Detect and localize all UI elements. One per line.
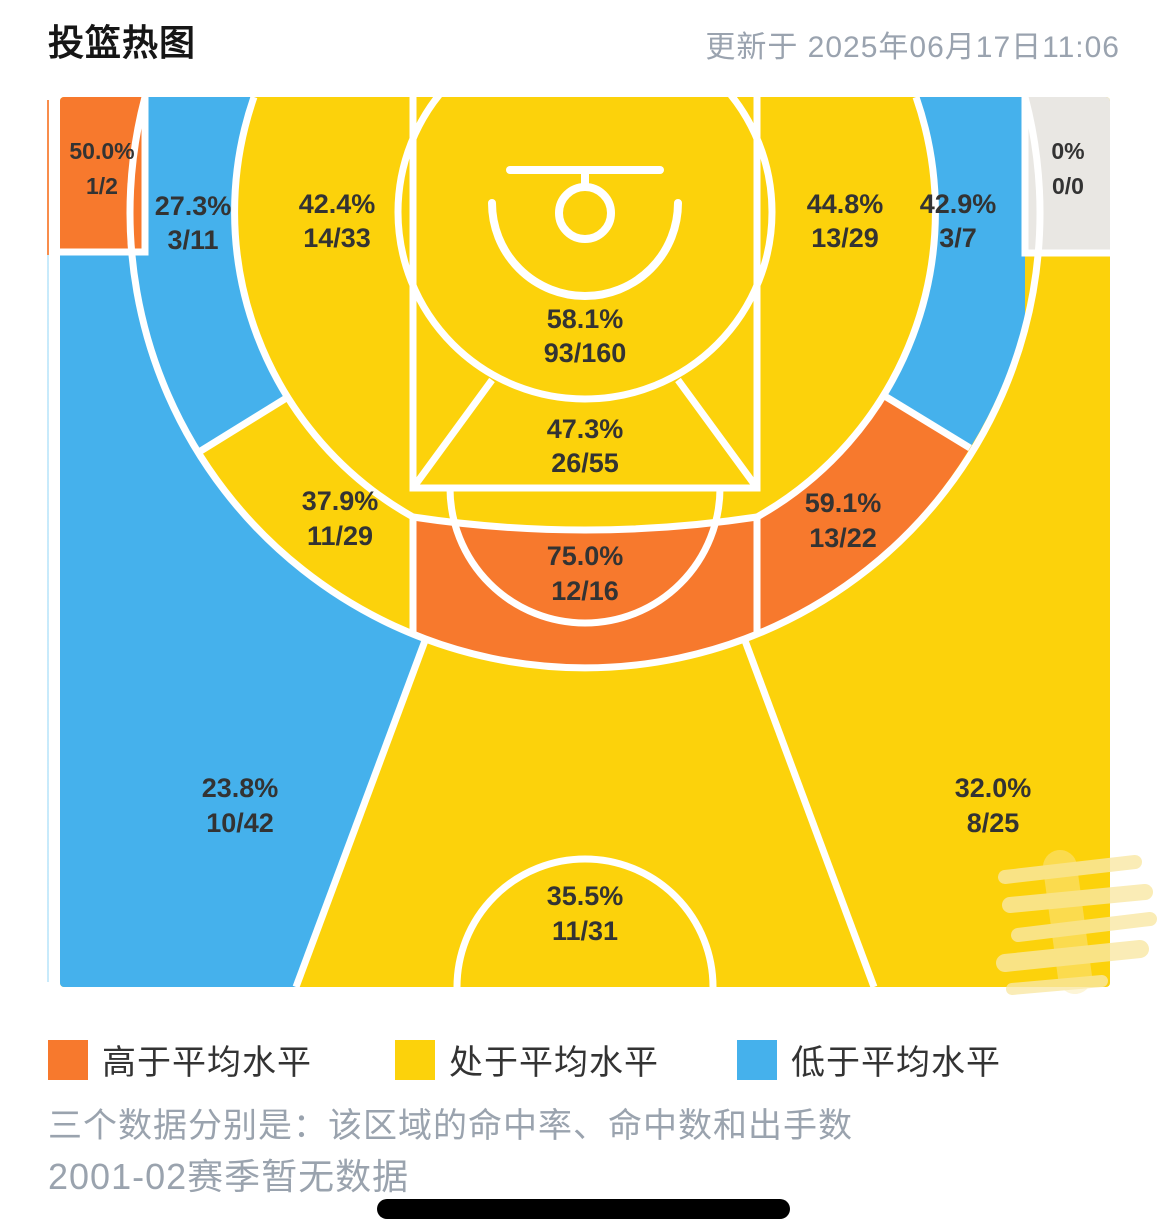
zone-label: 10/42 <box>206 808 274 838</box>
scribble-artifact <box>996 850 1157 995</box>
three-point-zone-arc <box>126 97 1044 672</box>
legend-swatch-above <box>48 1039 88 1080</box>
zone-label: 42.4% <box>299 189 376 219</box>
zone-label: 13/22 <box>809 523 877 553</box>
paint-outline <box>409 97 761 492</box>
zone-label: 11/31 <box>552 916 618 946</box>
zone-label: 93/160 <box>544 338 627 368</box>
basket-arc <box>488 199 682 300</box>
paint-fan-line-right <box>675 377 760 491</box>
zone-labels: 50.0% 1/2 27.3% 3/11 42.4% 14/33 58.1% 9… <box>69 138 1084 946</box>
mid-ring-arc-right <box>755 97 939 521</box>
divider-left-wing-topkey <box>292 636 430 987</box>
legend-label-below: 低于平均水平 <box>791 1044 1001 1082</box>
restricted-area-circle-line <box>394 97 776 403</box>
zone-label: 8/25 <box>967 808 1020 838</box>
basket-icon <box>488 166 682 300</box>
zone-label: 1/2 <box>86 173 118 199</box>
zone-label: 37.9% <box>302 486 379 516</box>
home-indicator-bar <box>377 1199 790 1219</box>
zone-left-baseline-midrange <box>130 97 288 452</box>
zone-label: 23.8% <box>202 773 279 803</box>
legend-label-average: 处于平均水平 <box>449 1044 659 1082</box>
zone-label: 59.1% <box>805 488 882 518</box>
updated-timestamp: 更新于 2025年06月17日11:06 <box>705 31 1120 64</box>
zone-label: 0% <box>1051 138 1084 164</box>
court-lines <box>60 97 1110 987</box>
mid-ring-arc-center <box>412 513 758 534</box>
zone-right-baseline-midrange <box>883 97 1039 448</box>
legend-item-above: 高于平均水平 <box>48 1035 312 1084</box>
zone-label: 32.0% <box>955 773 1032 803</box>
zone-right-elbow-midrange <box>757 395 970 633</box>
free-throw-semicircle <box>446 487 724 627</box>
page-title: 投篮热图 <box>48 22 197 63</box>
divider-right-baseline-elbow <box>881 392 972 451</box>
zone-label: 35.5% <box>547 881 624 911</box>
zone-label: 3/11 <box>167 225 218 255</box>
legend-label-above: 高于平均水平 <box>102 1044 312 1082</box>
right-corner-outline <box>1021 97 1110 257</box>
left-corner-outline <box>60 97 149 256</box>
zone-label: 14/33 <box>303 223 371 253</box>
zone-label: 13/29 <box>811 223 879 253</box>
divider-left-baseline-elbow <box>197 394 290 455</box>
season-no-data-note: 2001-02赛季暂无数据 <box>48 1156 410 1197</box>
zone-label: 26/55 <box>551 448 619 478</box>
zone-label: 11/29 <box>307 521 373 551</box>
zone-label: 58.1% <box>547 304 624 334</box>
center-circle-line <box>453 855 717 987</box>
zone-label: 27.3% <box>155 191 232 221</box>
zone-label: 75.0% <box>547 541 624 571</box>
zone-label: 12/16 <box>551 576 619 606</box>
mid-ring-arc-left <box>231 97 415 521</box>
zone-label: 47.3% <box>547 414 624 444</box>
zone-left-wing-3 <box>60 97 426 987</box>
zone-label: 0/0 <box>1052 173 1084 199</box>
legend-item-average: 处于平均水平 <box>395 1035 659 1084</box>
zone-label: 42.9% <box>920 189 997 219</box>
zone-label: 50.0% <box>69 138 134 164</box>
legend-swatch-below <box>737 1039 777 1080</box>
zone-free-throw-midrange <box>413 517 757 667</box>
zone-label: 3/7 <box>939 223 977 253</box>
legend-item-below: 低于平均水平 <box>737 1035 1001 1084</box>
court-left-edge-sliver <box>47 100 49 982</box>
data-explanation-note: 三个数据分别是：该区域的命中率、命中数和出手数 <box>48 1107 853 1145</box>
paint-fan-line-left <box>410 377 495 491</box>
rim-circle <box>555 183 615 243</box>
legend-swatch-average <box>395 1039 435 1080</box>
zone-label: 44.8% <box>807 189 884 219</box>
divider-right-wing-topkey <box>740 636 878 987</box>
shot-chart-court: 50.0% 1/2 27.3% 3/11 42.4% 14/33 58.1% 9… <box>60 97 1157 995</box>
